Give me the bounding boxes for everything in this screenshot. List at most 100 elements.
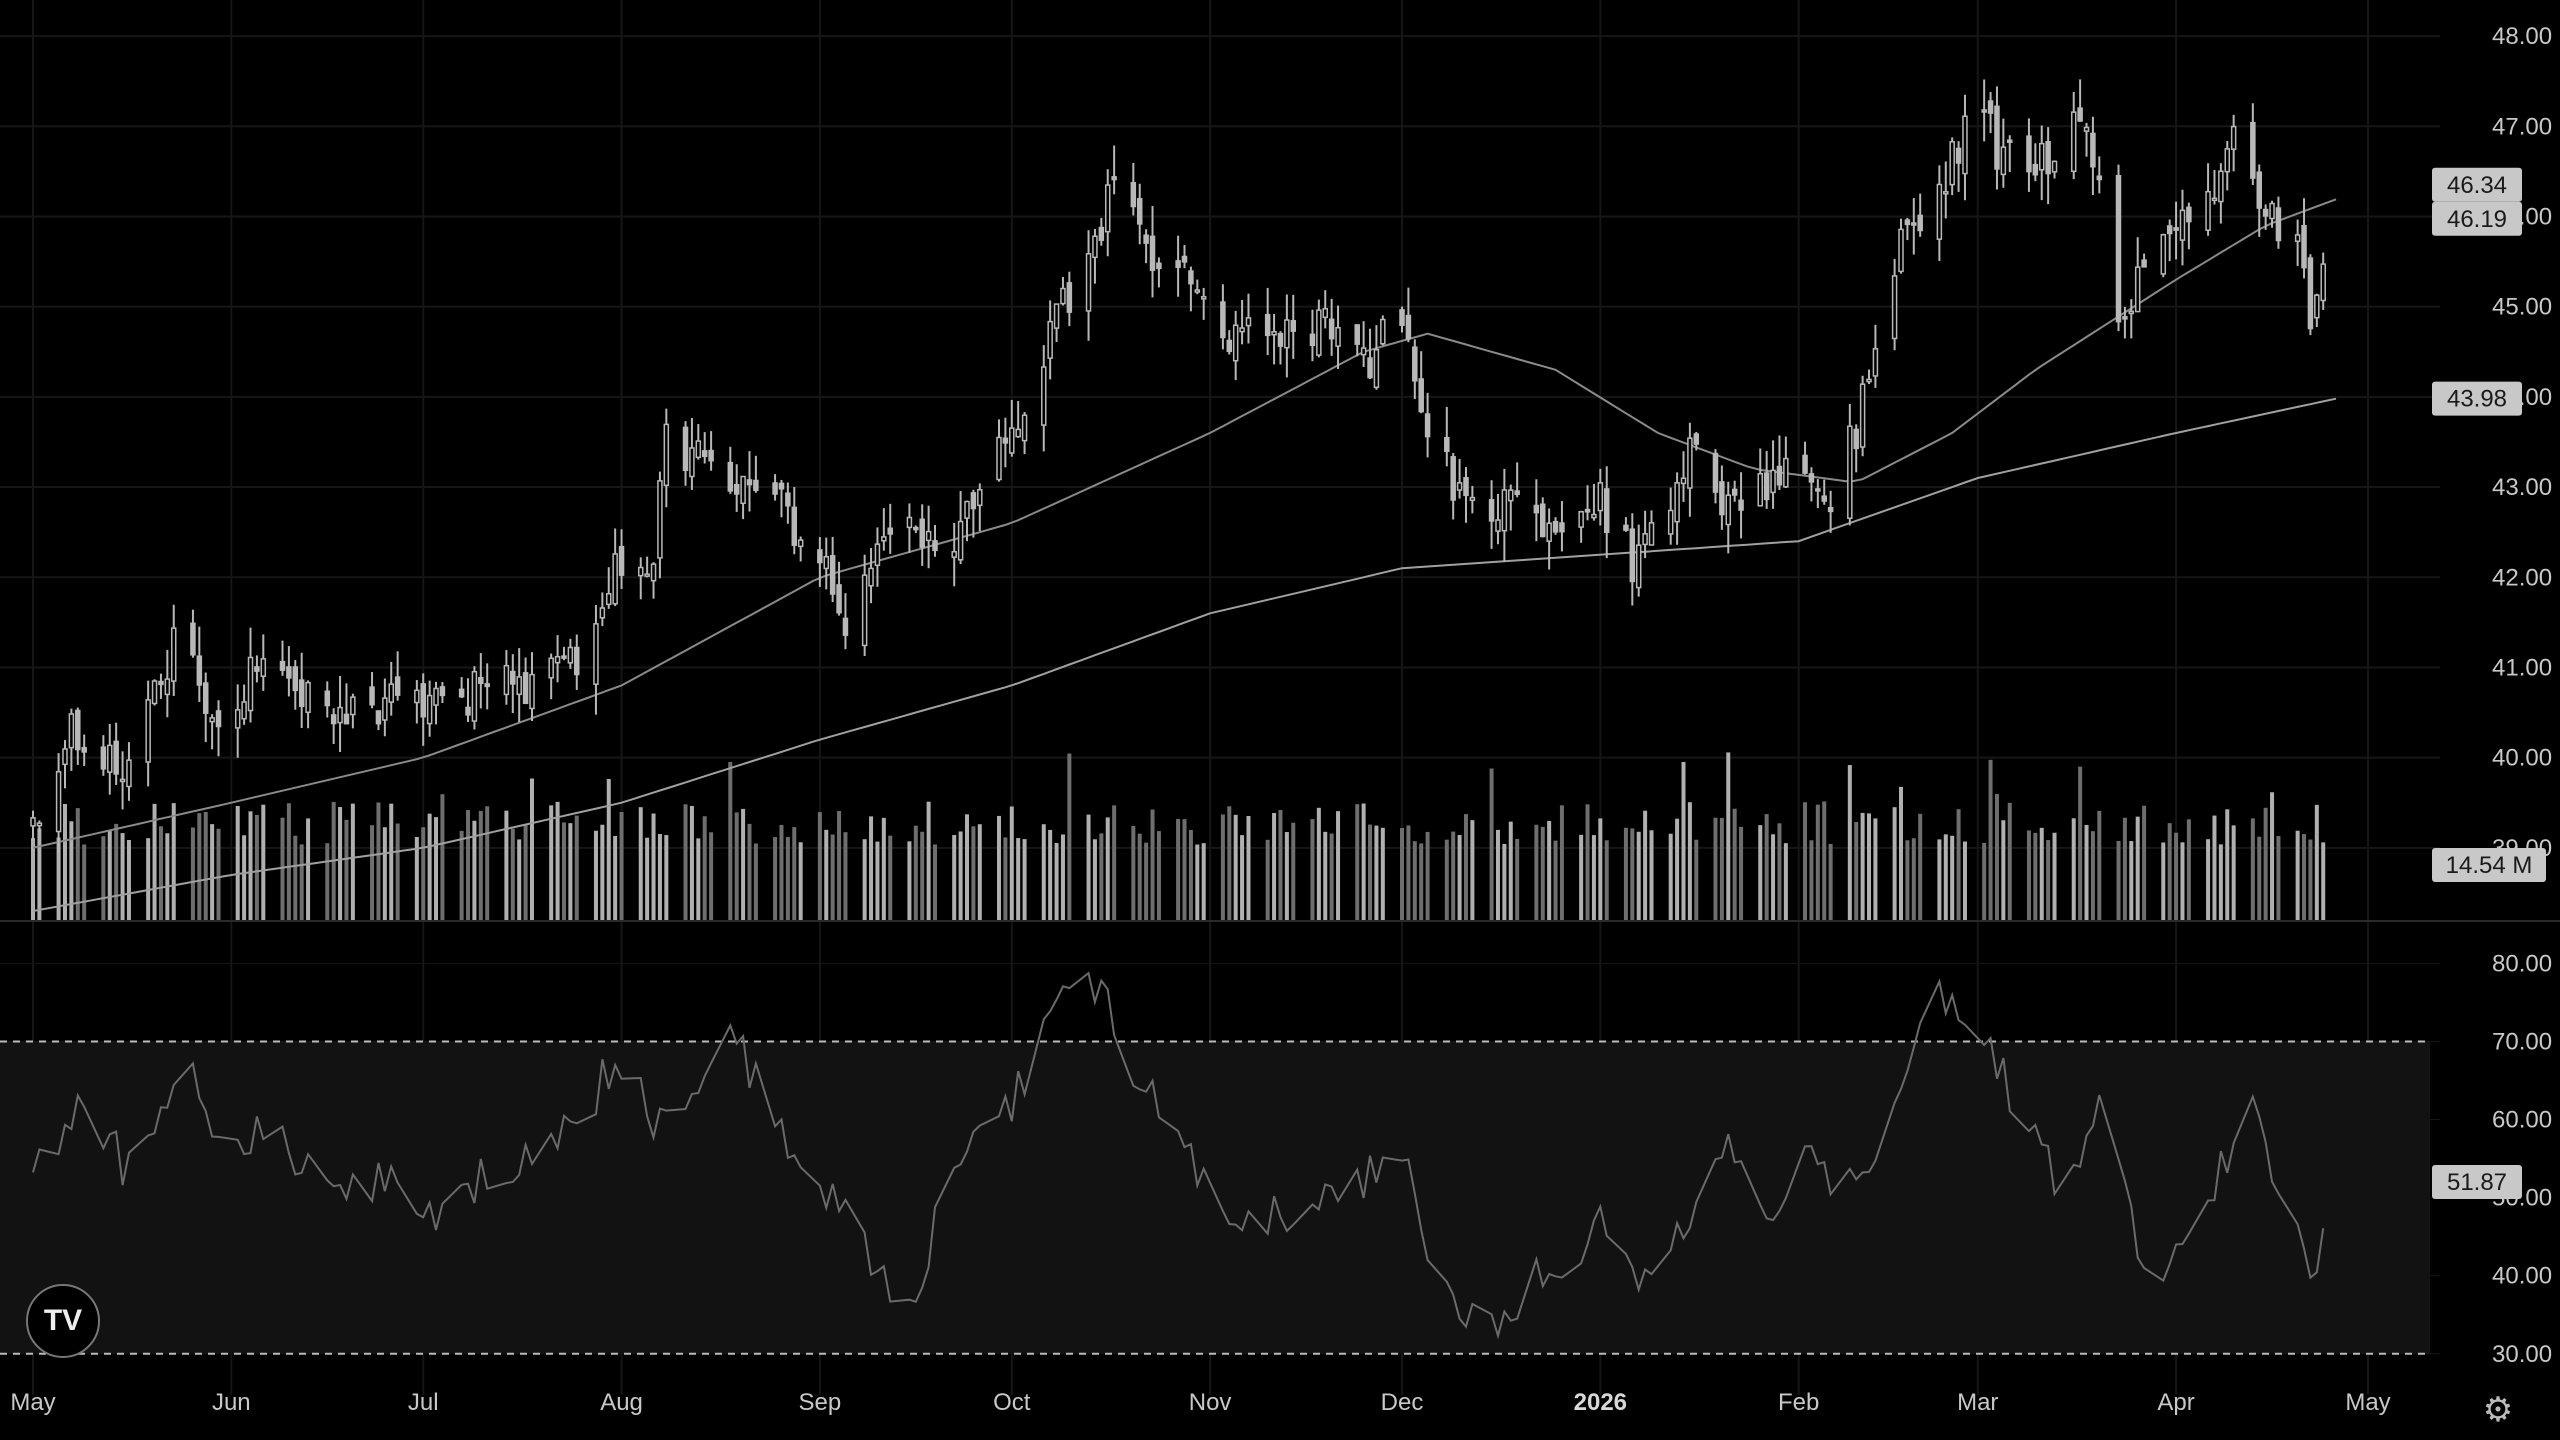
candle-body <box>426 694 433 725</box>
candle-body <box>394 676 401 696</box>
candle-body <box>260 658 267 677</box>
candle-body <box>1917 214 1923 232</box>
candle-body <box>906 516 913 529</box>
volume-bar <box>1687 802 1692 920</box>
volume-bar <box>2302 834 2307 920</box>
candle-body <box>1725 494 1732 526</box>
volume-bar <box>1854 822 1859 920</box>
candle-body <box>1021 414 1028 442</box>
candle-body <box>1783 457 1789 488</box>
candle-body <box>1635 544 1642 589</box>
tradingview-logo[interactable]: TV <box>26 1284 100 1358</box>
volume-bar <box>56 837 61 920</box>
moving-averages <box>32 198 2337 912</box>
candle-body <box>2141 259 2147 268</box>
candle-body <box>778 482 785 490</box>
volume-bar <box>1003 837 1008 920</box>
candle-body <box>791 506 798 546</box>
date-tick-label: Dec <box>1381 1389 1424 1416</box>
volume-bar <box>1636 831 1641 920</box>
candle-body <box>772 482 778 495</box>
candle-body <box>2160 233 2167 275</box>
candle-body <box>1104 184 1111 233</box>
volume-bar <box>651 813 656 920</box>
candle-body <box>1821 495 1827 502</box>
candle-body <box>343 713 350 725</box>
candle-body <box>1623 524 1629 531</box>
candle-body <box>829 555 836 595</box>
candle-body <box>996 436 1002 481</box>
volume-bar <box>555 801 560 920</box>
rsi-badge <box>2432 1165 2522 1200</box>
volume-bar <box>785 836 790 920</box>
candle-body <box>126 759 132 788</box>
volume-bar <box>1681 762 1686 920</box>
price-badge <box>2432 167 2522 202</box>
volume-bar <box>1783 843 1788 920</box>
candle-body <box>1552 520 1559 533</box>
candle-body <box>2173 227 2179 231</box>
candle-body <box>727 461 734 492</box>
candle-body <box>1405 314 1412 340</box>
volume-bar <box>299 844 304 920</box>
candle-body <box>1514 490 1520 495</box>
volume-bar <box>888 835 893 920</box>
volume-bar <box>1764 814 1769 920</box>
candle-body <box>2090 132 2096 168</box>
volume-bar <box>75 808 80 920</box>
candle-body <box>618 545 625 576</box>
ma-fast-badge-text: 46.19 <box>2447 206 2507 233</box>
date-tick-label: Jun <box>212 1389 251 1416</box>
candle-body <box>1424 413 1431 438</box>
volume-bar <box>2084 824 2089 920</box>
volume-bar <box>1374 825 1379 920</box>
volume-bar <box>1982 842 1987 920</box>
volume-bar <box>619 811 624 920</box>
candle-body <box>286 666 292 679</box>
candle-body <box>689 447 695 478</box>
candle-body <box>1508 489 1514 502</box>
date-tick-label: Jul <box>408 1389 439 1416</box>
candle-body <box>1693 433 1700 445</box>
candle-body <box>785 492 791 507</box>
volume-bar <box>1943 834 1948 920</box>
volume-bar <box>517 839 522 920</box>
volume-bar <box>1649 830 1654 920</box>
candle-body <box>190 622 196 656</box>
volume-bar <box>1534 824 1539 920</box>
candle-body <box>2301 224 2307 269</box>
candle-body <box>420 683 426 718</box>
volume-bar <box>2142 805 2147 920</box>
candle-body <box>458 688 465 698</box>
candle-body <box>836 584 842 614</box>
volume-bar <box>837 811 842 920</box>
volume-bar <box>1201 843 1206 920</box>
candle-body <box>1955 147 1962 164</box>
volume-bar <box>2314 804 2319 920</box>
candle-body <box>1047 320 1053 359</box>
volume-bar <box>753 843 758 920</box>
candle-body <box>1444 436 1450 453</box>
candle-body <box>1712 452 1719 493</box>
candle-body <box>1156 262 1162 270</box>
volume-bar <box>657 834 662 920</box>
candle-body <box>2218 170 2224 203</box>
volume-bar <box>1675 818 1680 920</box>
candle-body <box>1994 105 2000 170</box>
volume-bar <box>1419 843 1424 920</box>
candle-body <box>637 566 644 577</box>
volume-bar <box>1668 833 1673 920</box>
volume-bar <box>1918 813 1923 920</box>
candle-body <box>465 706 471 716</box>
candle-body <box>1200 296 1207 300</box>
volume-bar <box>248 811 253 920</box>
candle-body <box>2314 294 2320 319</box>
candle-body <box>164 678 171 696</box>
volume-bar <box>107 830 112 920</box>
gear-icon[interactable]: ⚙ <box>2482 1391 2514 1429</box>
volume-bar <box>190 827 195 920</box>
volume-bar <box>875 841 880 920</box>
volume-bar <box>510 828 515 920</box>
date-tick-label: Sep <box>799 1389 842 1416</box>
